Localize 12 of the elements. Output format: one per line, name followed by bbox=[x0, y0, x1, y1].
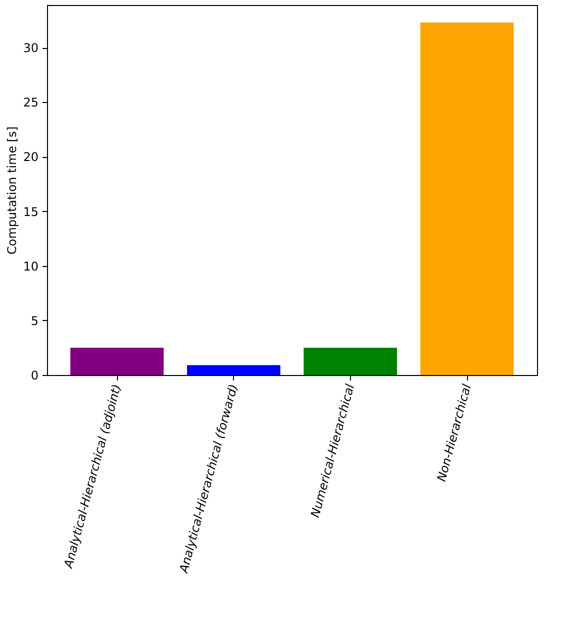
y-tick-label: 20 bbox=[23, 150, 38, 164]
bar bbox=[187, 365, 280, 375]
y-tick-label: 25 bbox=[23, 96, 38, 110]
bar bbox=[70, 348, 164, 375]
y-axis-title: Computation time [s] bbox=[5, 126, 20, 255]
bar bbox=[420, 22, 514, 375]
y-tick-label: 10 bbox=[23, 259, 38, 274]
y-tick-label: 0 bbox=[30, 368, 38, 382]
y-tick-label: 30 bbox=[23, 41, 38, 56]
y-tick-label: 15 bbox=[23, 204, 38, 219]
bar bbox=[304, 348, 397, 375]
y-tick-label: 5 bbox=[30, 314, 38, 328]
